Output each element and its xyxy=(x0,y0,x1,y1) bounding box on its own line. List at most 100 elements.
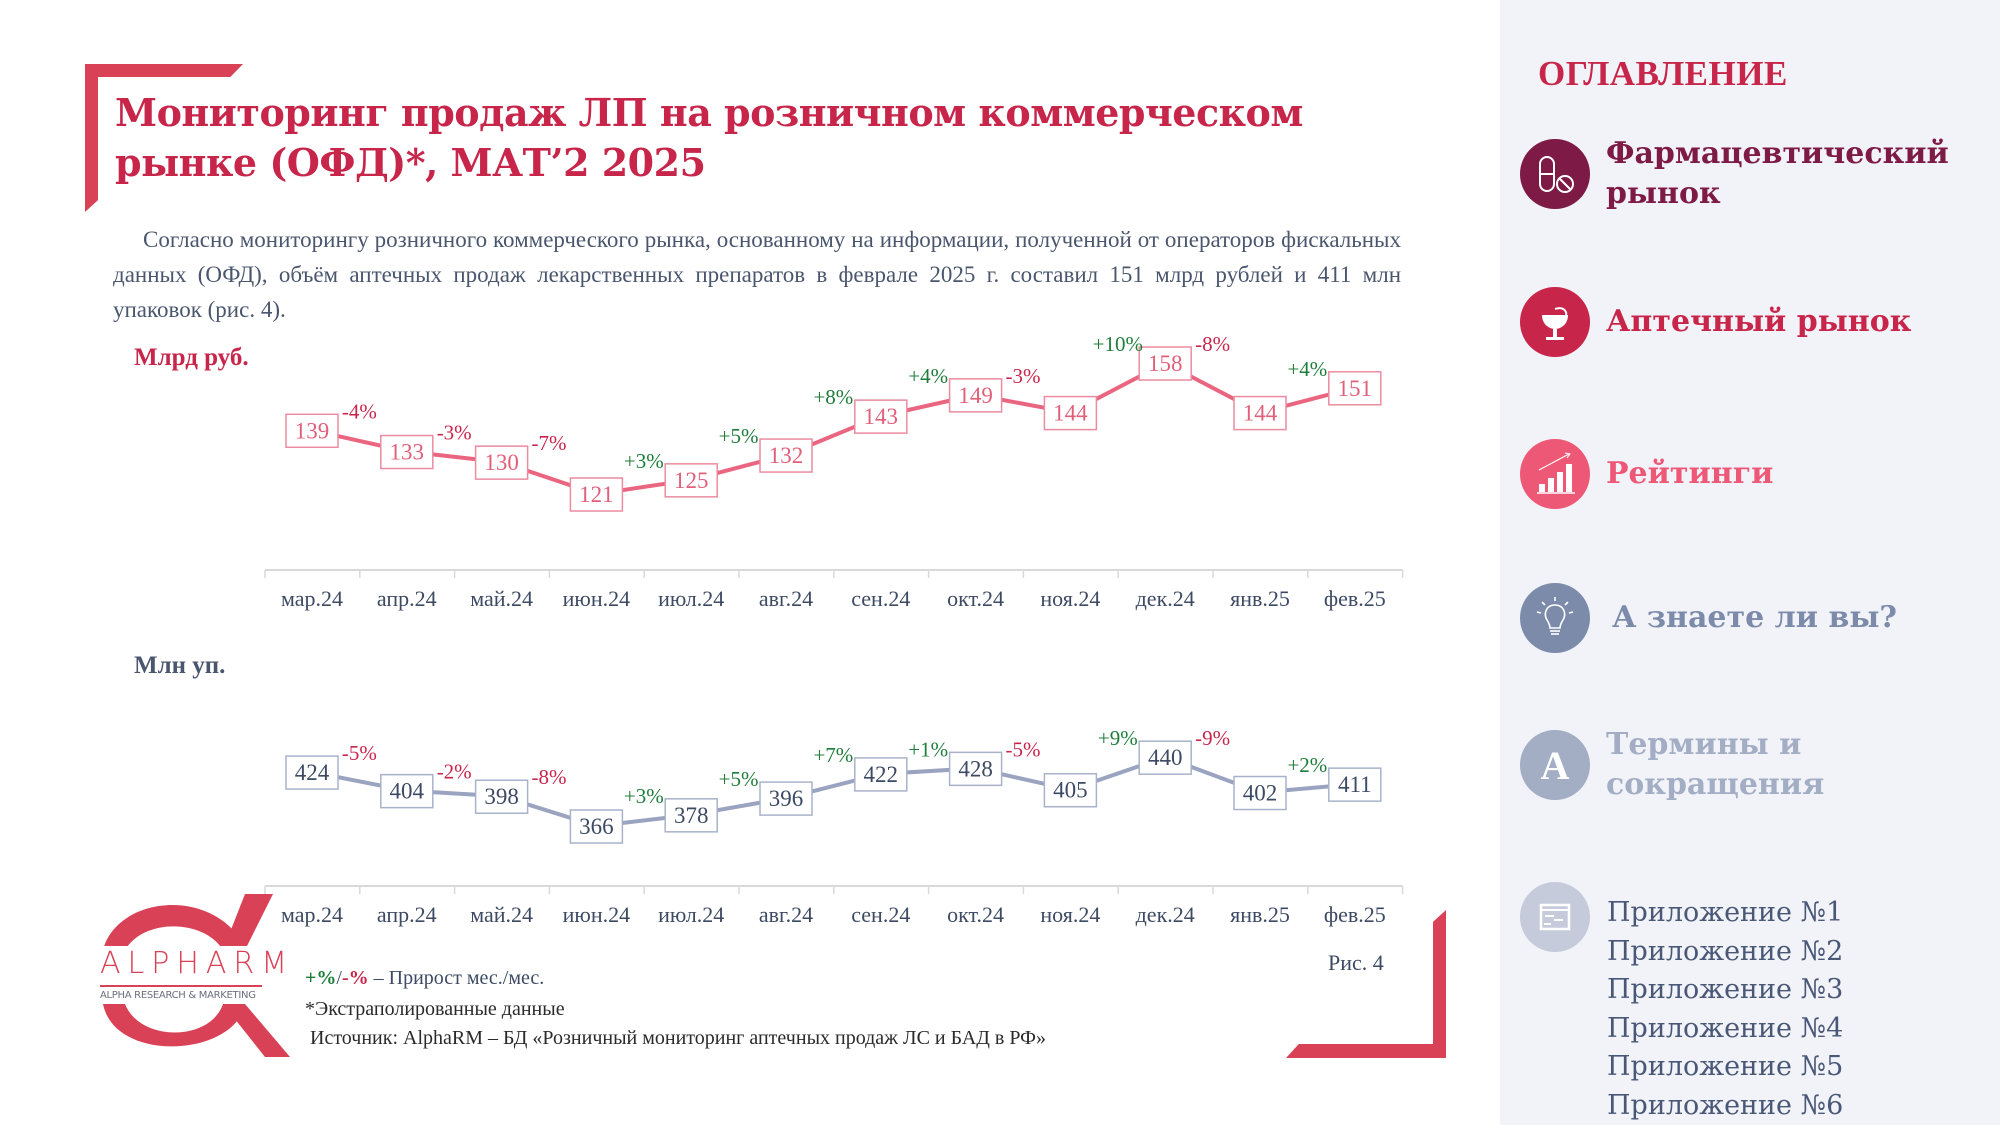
data-label-units: 404 xyxy=(390,779,425,804)
data-point-box-units xyxy=(664,798,718,833)
data-label-units: 366 xyxy=(579,814,614,839)
data-point-box-units xyxy=(759,781,813,816)
data-label-units: 398 xyxy=(484,784,519,809)
toc-label: А знаете ли вы? xyxy=(1612,600,1897,635)
appendix-link[interactable]: Приложение №4 xyxy=(1607,1012,1844,1044)
change-label-units: -8% xyxy=(532,765,567,789)
change-label-units: +1% xyxy=(908,737,948,761)
x-tick-label-units: окт.24 xyxy=(947,902,1004,927)
appendix-link[interactable]: Приложение №1 xyxy=(1607,897,1844,928)
chart-units-label: Млн уп. xyxy=(134,652,226,679)
title-bracket-left xyxy=(85,64,98,212)
data-label-rub: 158 xyxy=(1148,351,1183,376)
appendix-link[interactable]: Приложение №3 xyxy=(1607,974,1844,1005)
appendix-list: Приложение №1 Приложение №2 Приложение №… xyxy=(1607,894,1843,1125)
figure-label: Рис. 4 xyxy=(1328,950,1384,975)
footnote: *Экстраполированные данные xyxy=(305,998,565,1020)
page-title: Мониторинг продаж ЛП на розничном коммер… xyxy=(115,90,1303,185)
x-tick-label-units: сен.24 xyxy=(851,902,910,927)
change-label-rub: +8% xyxy=(813,385,853,409)
change-label-rub: +5% xyxy=(719,424,759,448)
toc-item-pharma-market[interactable]: Фармацевтический рынок xyxy=(1520,134,1949,214)
toc-item-ratings[interactable]: Рейтинги xyxy=(1520,439,1773,509)
data-label-units: 378 xyxy=(674,803,709,828)
x-tick-label-rub: сен.24 xyxy=(851,586,910,611)
data-label-units: 402 xyxy=(1243,781,1278,806)
toc-label: Термины и сокращения xyxy=(1606,727,1825,802)
data-point-box-rub xyxy=(285,413,339,449)
letter-a-icon: A xyxy=(1520,730,1590,800)
x-tick-label-units: май.24 xyxy=(470,902,533,927)
data-point-box-rub xyxy=(664,463,718,498)
data-label-units: 396 xyxy=(769,786,804,811)
data-point-box-units xyxy=(1328,767,1382,802)
figure-bracket-right xyxy=(1433,910,1446,1058)
x-tick-label-rub: май.24 xyxy=(470,586,533,611)
legend-text: – Прирост мес./мес. xyxy=(368,967,545,989)
lightbulb-icon xyxy=(1520,583,1590,653)
x-tick-label-units: ноя.24 xyxy=(1040,902,1100,927)
data-label-rub: 144 xyxy=(1053,401,1088,426)
pills-icon xyxy=(1520,139,1590,209)
toc-title: ОГЛАВЛЕНИЕ xyxy=(1538,54,1788,93)
toc-label: Фармацевтический рынок xyxy=(1606,136,1949,211)
change-label-units: +7% xyxy=(813,743,853,767)
x-tick-label-rub: авг.24 xyxy=(759,586,813,611)
data-label-units: 428 xyxy=(958,756,993,781)
data-label-units: 440 xyxy=(1148,745,1183,770)
change-label-units: +2% xyxy=(1287,753,1327,777)
logo-divider xyxy=(100,985,262,987)
change-label-rub: -8% xyxy=(1195,332,1230,356)
legend-separator: / xyxy=(336,967,342,989)
logo-name: ALPHARM xyxy=(100,946,295,981)
data-label-units: 411 xyxy=(1338,772,1372,797)
alpharm-logo-mark xyxy=(103,894,290,1057)
charts-canvas: мар.24 апр.24 май.24 июн.24 июл.24 авг.24 сен.… xyxy=(264,332,1404,927)
data-point-box-units xyxy=(854,757,908,792)
change-label-rub: -4% xyxy=(342,399,377,423)
appendix-link[interactable]: Приложение №6 xyxy=(1607,1089,1844,1121)
x-tick-label-units: янв.25 xyxy=(1230,902,1290,927)
data-point-box-units xyxy=(474,779,529,814)
data-point-box-units xyxy=(569,809,624,844)
document-icon xyxy=(1520,882,1590,952)
legend: +%/-% – Прирост мес./мес. xyxy=(305,967,544,990)
toc-item-pharmacy-market[interactable]: Аптечный рынок xyxy=(1520,287,1911,357)
data-point-box-units xyxy=(380,773,434,809)
change-label-rub: -7% xyxy=(532,431,567,455)
change-label-rub: +10% xyxy=(1093,332,1143,356)
x-tick-label-rub: фев.25 xyxy=(1324,586,1386,611)
x-tick-label-rub: апр.24 xyxy=(377,586,437,611)
toc-item-terms[interactable]: A Термины и сокращения xyxy=(1520,725,1866,805)
data-point-box-units xyxy=(948,751,1003,787)
pharmacy-bowl-icon xyxy=(1520,287,1590,357)
legend-negative: -% xyxy=(341,967,369,989)
change-label-units: -5% xyxy=(1006,737,1041,761)
change-label-rub: +4% xyxy=(1287,357,1327,381)
toc-label: Рейтинги xyxy=(1606,456,1774,491)
data-point-box-units xyxy=(1138,740,1192,775)
x-tick-label-units: дек.24 xyxy=(1136,902,1195,927)
x-tick-label-units: июн.24 xyxy=(563,902,630,927)
toc-item-did-you-know[interactable]: А знаете ли вы? xyxy=(1520,583,1897,653)
chart-rub-label: Млрд руб. xyxy=(134,344,249,371)
bar-chart-icon xyxy=(1520,439,1590,509)
change-label-rub: +4% xyxy=(908,364,948,388)
change-label-rub: -3% xyxy=(437,421,472,445)
appendix-icon-wrap xyxy=(1520,882,1590,952)
title-bracket-top xyxy=(85,64,243,77)
data-point-box-rub xyxy=(759,438,813,473)
x-tick-label-units: апр.24 xyxy=(377,902,437,927)
change-label-units: +5% xyxy=(719,767,759,791)
appendix-link[interactable]: Приложение №5 xyxy=(1607,1051,1844,1082)
data-point-box-rub xyxy=(569,477,624,512)
data-label-rub: 143 xyxy=(864,404,899,429)
data-point-box-rub xyxy=(1328,371,1382,406)
x-tick-label-units: авг.24 xyxy=(759,902,813,927)
x-tick-label-rub: июл.24 xyxy=(658,586,724,611)
x-tick-label-rub: мар.24 xyxy=(281,586,343,611)
appendix-link[interactable]: Приложение №2 xyxy=(1607,935,1844,967)
data-label-rub: 151 xyxy=(1338,376,1373,401)
data-label-rub: 125 xyxy=(674,468,709,493)
change-label-rub: +3% xyxy=(624,449,664,473)
